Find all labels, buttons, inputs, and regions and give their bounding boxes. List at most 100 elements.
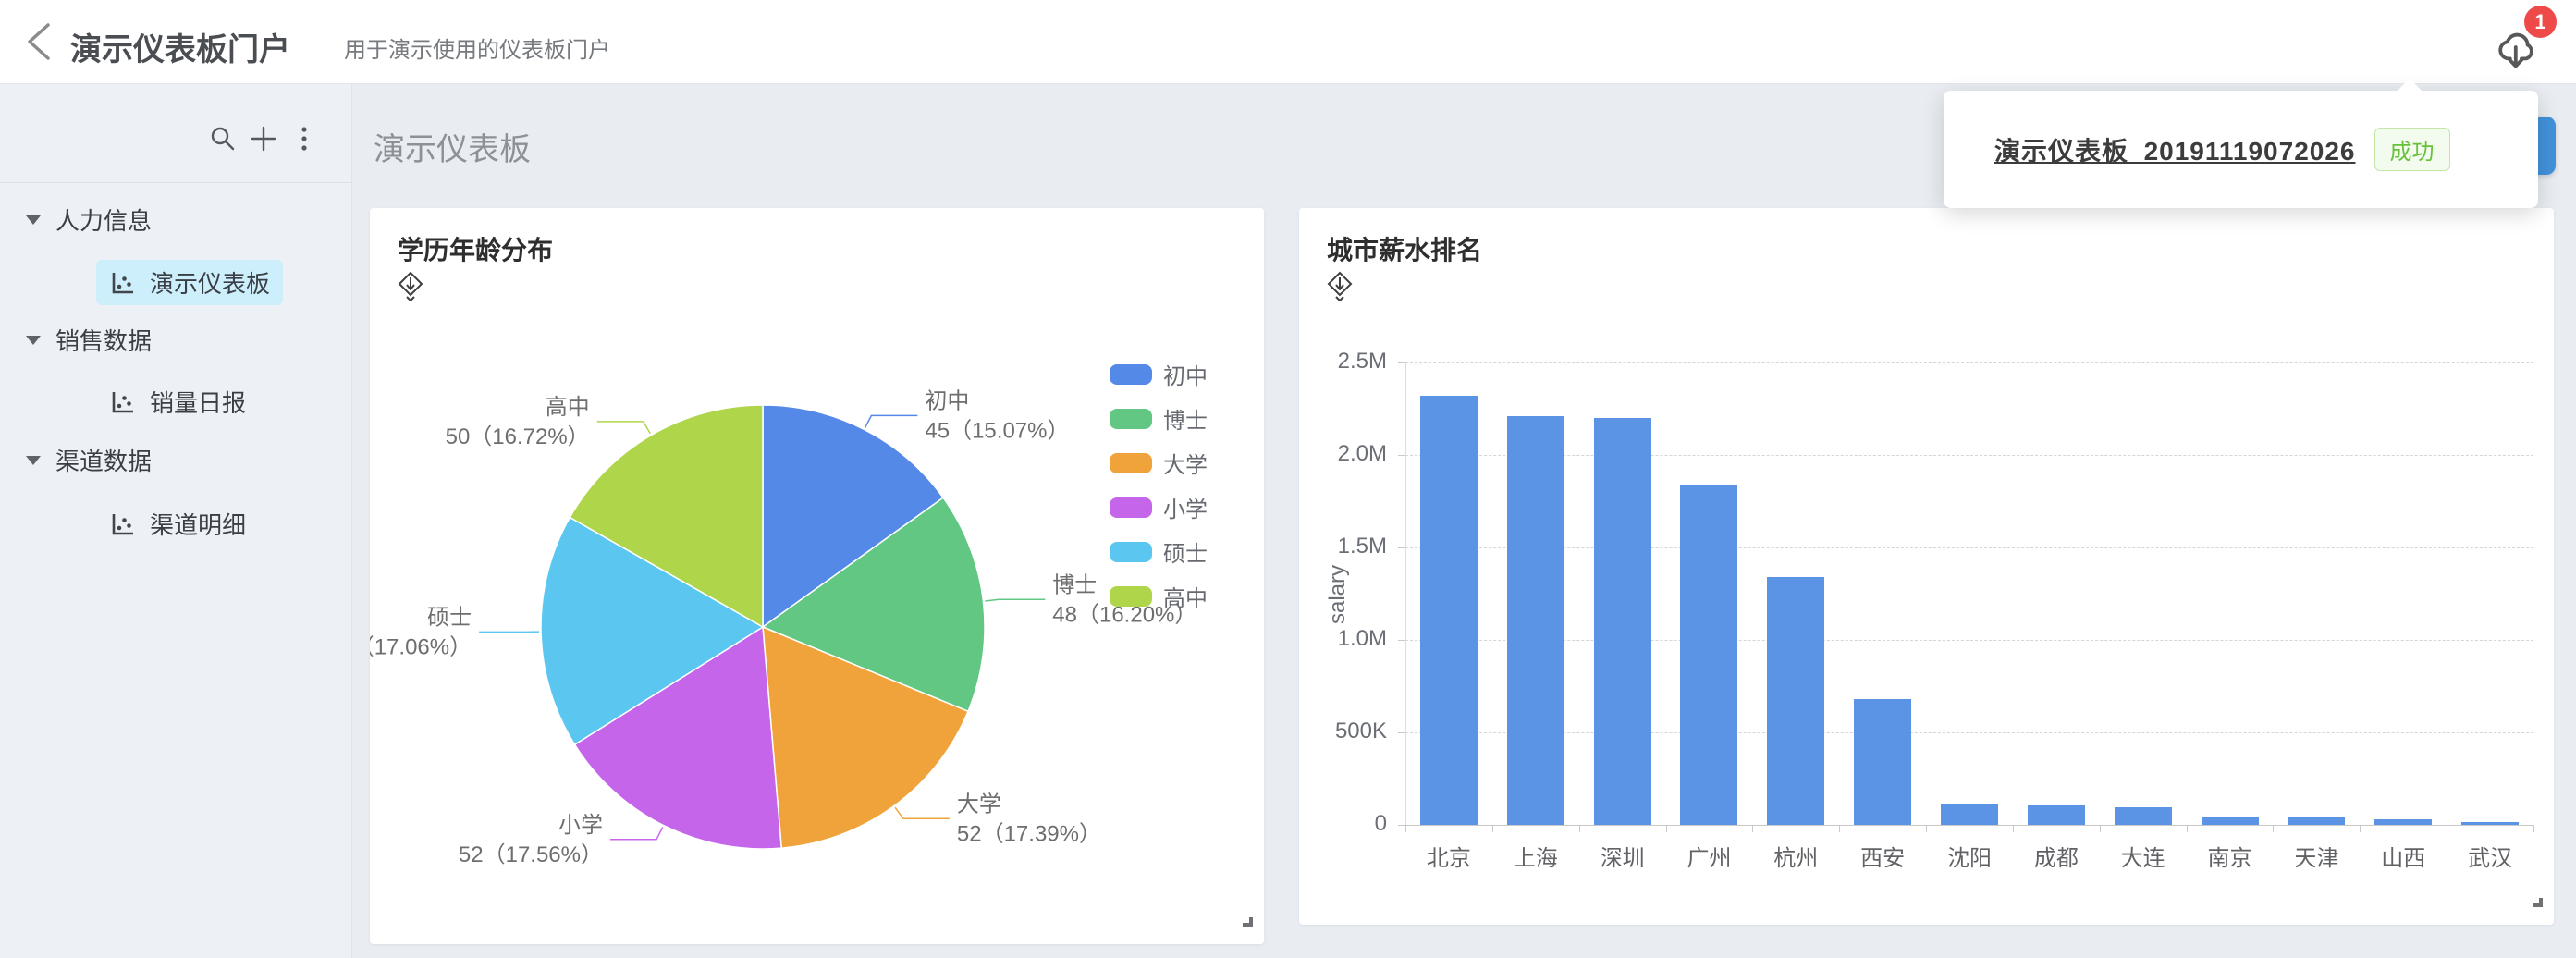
bar-武汉[interactable] (2461, 822, 2520, 825)
bar-深圳[interactable] (1593, 418, 1651, 825)
pie-slice-小学[interactable] (573, 625, 783, 850)
pie-label-line (610, 827, 664, 841)
bar-chart-card: 城市薪水排名 salary 0 500K 1.0M 1.5M 2.0M 2.5M 北京 上海深… (1299, 208, 2554, 925)
resize-handle-icon[interactable] (1241, 915, 1255, 933)
bar-上海[interactable] (1506, 416, 1564, 825)
pie-slice-初中[interactable] (762, 404, 945, 629)
portal-title: 演示仪表板门户 (70, 32, 290, 68)
bar-广州[interactable] (1680, 485, 1738, 825)
pie-label: 博士 48（16.20%） (1052, 572, 1196, 627)
sidebar-group-xiaoshou[interactable]: 销售数据 (26, 323, 152, 357)
x-tick-mark (2099, 825, 2101, 832)
x-tick-label: 南京 (2207, 846, 2252, 871)
x-tick-mark (1491, 825, 1493, 832)
legend-item-博士[interactable]: 博士 (1110, 402, 1208, 435)
group-label: 销售数据 (55, 327, 153, 355)
scatter-chart-icon (112, 513, 133, 534)
plus-icon (251, 126, 276, 152)
page-title: 演示仪表板 (374, 132, 531, 167)
more-button[interactable] (298, 125, 311, 157)
x-tick-mark (1839, 825, 1841, 832)
legend-item-初中[interactable]: 初中 (1110, 358, 1208, 390)
download-popover: 演示仪表板_20191119072026 成功 (1944, 78, 2538, 208)
pie-label: 初中 45（15.07%） (925, 388, 1069, 443)
bar-成都[interactable] (2027, 805, 2085, 825)
pie-slice-高中[interactable] (569, 404, 764, 629)
download-notification-button[interactable] (2489, 26, 2541, 78)
gridline (1405, 640, 2533, 641)
bar-天津[interactable] (2288, 817, 2346, 825)
x-tick-mark (1405, 825, 1406, 832)
bar-杭州[interactable] (1767, 577, 1825, 825)
legend-label: 初中 (1163, 364, 1208, 389)
x-tick-label: 深圳 (1600, 846, 1645, 871)
x-tick-mark (2533, 825, 2534, 832)
item-label: 销量日报 (150, 389, 247, 417)
pie-label: 大学 52（17.39%） (957, 792, 1101, 846)
y-tick-mark (1398, 640, 1405, 641)
legend-label: 小学 (1163, 497, 1208, 522)
legend-label: 硕士 (1163, 542, 1208, 567)
cloud-download-icon (2498, 32, 2533, 68)
x-tick-label: 成都 (2033, 846, 2079, 871)
bar-西安[interactable] (1854, 699, 1912, 825)
y-tick-label: 0 (1374, 811, 1387, 836)
sidebar-item-qudao-mingxi[interactable]: 渠道明细 (96, 501, 259, 547)
caret-down-icon (26, 455, 41, 465)
back-button[interactable] (20, 20, 57, 63)
search-button[interactable] (209, 125, 237, 157)
pie-slice-博士[interactable] (761, 497, 986, 713)
gridline (1405, 455, 2533, 456)
legend-label: 大学 (1163, 453, 1208, 478)
sidebar-divider (0, 182, 351, 183)
legend-swatch (1110, 585, 1152, 607)
legend-item-大学[interactable]: 大学 (1110, 447, 1208, 479)
y-tick-mark (1398, 825, 1405, 826)
sidebar-item-xiaoliang-ribao[interactable]: 销量日报 (96, 379, 259, 424)
item-label: 渠道明细 (150, 511, 247, 539)
caret-down-icon (26, 335, 41, 345)
x-tick-mark (2186, 825, 2188, 832)
legend-swatch (1110, 363, 1152, 385)
legend-item-小学[interactable]: 小学 (1110, 491, 1208, 523)
gridline (1405, 547, 2533, 548)
legend-swatch (1110, 452, 1152, 473)
export-file-link[interactable]: 演示仪表板_20191119072026 (1994, 136, 2356, 166)
pie-label-line (864, 414, 918, 429)
y-tick-mark (1398, 547, 1405, 548)
pie-slice-硕士[interactable] (540, 516, 765, 746)
bar-南京[interactable] (2201, 817, 2259, 825)
pie-slice-大学[interactable] (762, 625, 969, 849)
legend-label: 高中 (1163, 586, 1208, 611)
y-axis-line (1405, 362, 1406, 825)
legend-item-硕士[interactable]: 硕士 (1110, 535, 1208, 568)
pie-label-line (596, 421, 651, 435)
pie-label-line (894, 806, 950, 820)
bar-山西[interactable] (2374, 819, 2433, 825)
x-tick-label: 大连 (2120, 846, 2165, 871)
add-button[interactable] (250, 125, 277, 157)
bar-大连[interactable] (2114, 807, 2172, 825)
drill-down-icon[interactable] (398, 271, 423, 307)
resize-handle-icon[interactable] (2531, 895, 2545, 914)
drill-down-icon[interactable] (1327, 271, 1353, 307)
x-tick-label: 沈阳 (1946, 846, 1992, 871)
legend-item-高中[interactable]: 高中 (1110, 580, 1208, 612)
scatter-chart-icon (112, 272, 133, 293)
bar-chart-title: 城市薪水排名 (1327, 236, 1483, 264)
legend-label: 博士 (1163, 409, 1208, 434)
sidebar-group-renli[interactable]: 人力信息 (26, 203, 152, 237)
y-tick-mark (1398, 362, 1405, 363)
gridline (1405, 732, 2533, 733)
bar-北京[interactable] (1419, 396, 1478, 825)
scatter-chart-icon (112, 391, 133, 412)
sidebar-item-yanshi-yibiaoban[interactable]: 演示仪表板 (96, 260, 284, 305)
bar-沈阳[interactable] (1941, 804, 1998, 825)
sidebar-group-qudao[interactable]: 渠道数据 (26, 443, 152, 477)
x-tick-label: 北京 (1426, 846, 1471, 871)
chevron-left-icon (28, 23, 50, 60)
gridline (1405, 362, 2533, 363)
x-tick-mark (1665, 825, 1667, 832)
pie-chart-card: 学历年龄分布 初中 45（15.07%） 博士 48（16.20%） 大学 52（17.3… (370, 208, 1264, 944)
